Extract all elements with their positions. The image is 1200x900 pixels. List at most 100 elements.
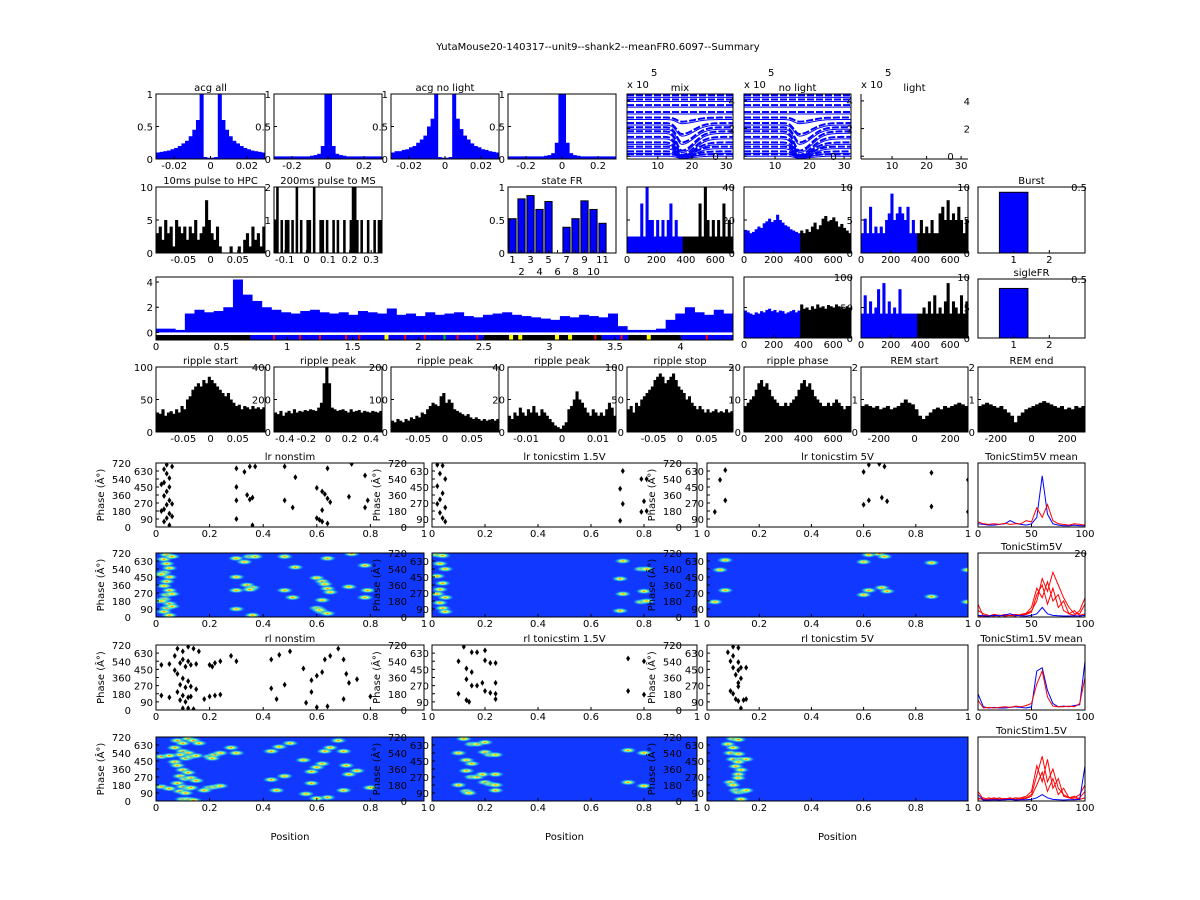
histogram-bar bbox=[985, 402, 990, 432]
series-line bbox=[978, 475, 1085, 527]
scatter-point bbox=[346, 493, 351, 500]
x-tick-label: 0.8 bbox=[362, 803, 378, 814]
histogram-bar bbox=[348, 314, 359, 333]
x-tick-label: 0 bbox=[741, 340, 747, 351]
scatter-point bbox=[309, 677, 314, 684]
histogram-bar bbox=[262, 226, 265, 253]
y-tick-label: 90 bbox=[416, 605, 429, 616]
heatmap-blob bbox=[261, 776, 281, 783]
histogram-bar bbox=[338, 155, 343, 159]
x-tick-label: 0.2 bbox=[342, 434, 358, 445]
y-tick-label: 0 bbox=[618, 428, 624, 439]
histogram-bar bbox=[213, 383, 217, 432]
scatter-point bbox=[167, 475, 172, 482]
histogram-bar bbox=[207, 376, 211, 432]
y-tick-label: 0 bbox=[401, 613, 407, 624]
x-tick-label: 0.6 bbox=[856, 712, 872, 723]
x-tick-label: 4 bbox=[536, 267, 542, 278]
scatter-point bbox=[293, 474, 298, 481]
plot-area bbox=[861, 193, 968, 253]
histogram-bar bbox=[834, 399, 839, 432]
histogram-bar bbox=[794, 312, 798, 338]
x-tick-label: 200 bbox=[764, 255, 783, 266]
y-tick-label: 5 bbox=[847, 216, 853, 227]
histogram-bar bbox=[299, 156, 304, 159]
histogram-bar bbox=[749, 399, 753, 432]
plot-area bbox=[978, 401, 1085, 432]
histogram-bar bbox=[202, 380, 206, 432]
heatmap-blob bbox=[162, 590, 182, 598]
x-tick-label: 0 bbox=[429, 803, 435, 814]
heatmap-blob bbox=[210, 749, 230, 757]
histogram-bar bbox=[941, 206, 945, 253]
x-tick-label: 5 bbox=[545, 255, 551, 266]
histogram-bar bbox=[792, 399, 796, 432]
x-tick-label: 0.01 bbox=[587, 434, 609, 445]
heatmap-blob bbox=[449, 749, 468, 757]
histogram-bar bbox=[488, 151, 493, 159]
subplot-title: 200ms pulse to MS bbox=[280, 176, 375, 187]
histogram-bar bbox=[492, 313, 503, 333]
histogram-bar bbox=[156, 412, 160, 432]
heatmap-blob bbox=[320, 588, 340, 596]
histogram-bar bbox=[455, 118, 460, 159]
histogram-bar bbox=[1060, 406, 1064, 432]
axes-frame bbox=[155, 644, 425, 711]
histogram-bar bbox=[243, 406, 247, 432]
histogram-bar bbox=[1010, 415, 1015, 432]
histogram-bar bbox=[789, 402, 793, 432]
histogram-bar bbox=[988, 404, 993, 432]
y-tick-label: 2 bbox=[852, 363, 858, 374]
histogram-bar bbox=[177, 226, 181, 253]
histogram-bar bbox=[455, 410, 459, 432]
x-tick-label: 100 bbox=[1075, 529, 1094, 540]
histogram-bar bbox=[656, 376, 660, 432]
histogram-bar bbox=[1017, 415, 1022, 432]
plot-area bbox=[156, 376, 265, 432]
y-tick-label: 360 bbox=[112, 674, 131, 685]
histogram-bar bbox=[762, 223, 766, 253]
subplot-title: state FR bbox=[541, 176, 582, 187]
y-tick-label: 4 bbox=[964, 97, 970, 108]
plot-area bbox=[159, 645, 373, 710]
histogram-bar bbox=[320, 146, 325, 159]
scatter-point bbox=[626, 655, 631, 662]
histogram-bar bbox=[903, 220, 907, 253]
histogram-bar bbox=[885, 313, 889, 338]
histogram-bar bbox=[210, 157, 215, 159]
heatmap-blob bbox=[160, 752, 179, 759]
scatter-point bbox=[736, 645, 741, 651]
histogram-bar bbox=[322, 383, 326, 432]
scatter-point bbox=[234, 484, 239, 490]
histogram-bar bbox=[166, 150, 171, 159]
histogram-bar bbox=[367, 156, 372, 159]
y-tick-label: 100 bbox=[134, 363, 153, 374]
x-tick-label: 0.6 bbox=[583, 529, 599, 540]
histogram-bar bbox=[194, 309, 205, 333]
x-tick-label: 1 bbox=[965, 712, 971, 723]
histogram-bar bbox=[816, 304, 820, 338]
x-tick-label: 0.2 bbox=[751, 619, 767, 630]
histogram-bar bbox=[409, 147, 413, 159]
histogram-bar bbox=[826, 221, 830, 253]
x-tick-label: 0 bbox=[153, 342, 159, 353]
scatter-point bbox=[234, 516, 239, 522]
x-tick-label: -0.05 bbox=[170, 255, 196, 266]
histogram-bar bbox=[521, 412, 525, 432]
subplot-title: rl tonicstim 1.5V bbox=[523, 634, 605, 645]
subplot-title: ripple phase bbox=[767, 356, 829, 367]
histogram-bar bbox=[488, 419, 492, 432]
x-tick-label: 30 bbox=[838, 161, 851, 172]
scatter-point bbox=[180, 675, 185, 682]
heatmap-blob bbox=[634, 749, 654, 757]
histogram-bar bbox=[274, 156, 278, 159]
histogram-bar bbox=[511, 314, 522, 333]
y-tick-label: 540 bbox=[388, 565, 407, 576]
heatmap-blob bbox=[716, 556, 735, 564]
